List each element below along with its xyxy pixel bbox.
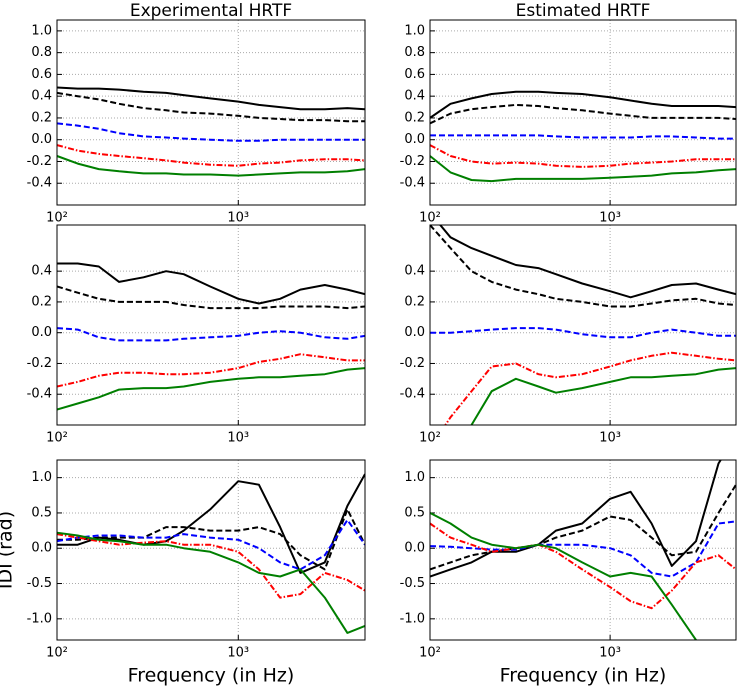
y-axis-label: IDI (rad) xyxy=(0,511,17,589)
series-line xyxy=(430,144,736,168)
y-tick-label: 0.2 xyxy=(404,294,425,309)
series-line xyxy=(430,512,698,640)
series-line xyxy=(469,367,736,425)
series-line xyxy=(57,531,365,634)
series-line xyxy=(438,225,736,299)
series-line xyxy=(57,86,365,111)
y-tick-label: 1.0 xyxy=(404,470,425,485)
y-tick-label: 1.0 xyxy=(404,23,425,38)
series-line xyxy=(444,351,736,425)
y-tick-label: -0.4 xyxy=(400,387,425,402)
panel: -1.0 -0.5 0.0 0.5 1.0 10² 10³ Frequency (in Hz)… xyxy=(0,459,366,686)
x-tick-label: 10² xyxy=(46,646,68,661)
plot-frame xyxy=(56,224,366,426)
y-tick-label: -1.0 xyxy=(400,611,425,626)
x-tick-label: 10² xyxy=(419,431,441,446)
x-tick-label: 10³ xyxy=(227,211,249,226)
y-tick-label: 0.0 xyxy=(404,325,425,340)
series-line xyxy=(430,327,736,339)
y-tick-label: 1.0 xyxy=(31,23,52,38)
y-tick-label: 0.0 xyxy=(404,132,425,147)
series-line xyxy=(57,508,365,571)
series-line xyxy=(57,155,365,177)
y-tick-label: 1.0 xyxy=(31,470,52,485)
series-line xyxy=(430,225,736,308)
panel: -0.4 -0.2 0.0 0.2 0.4 10² 10³ xyxy=(400,224,737,446)
panel-title: Experimental HRTF xyxy=(130,1,292,21)
y-tick-label: 0.4 xyxy=(31,264,52,279)
panel: -1.0 -0.5 0.0 0.5 1.0 10² 10³ Frequency (in Hz) xyxy=(400,459,737,686)
y-tick-label: 0.0 xyxy=(31,541,52,556)
y-tick-label: -0.2 xyxy=(27,356,52,371)
y-tick-label: 0.8 xyxy=(404,45,425,60)
series-line xyxy=(430,90,736,119)
y-tick-label: 0.0 xyxy=(404,541,425,556)
y-tick-label: -0.4 xyxy=(27,387,52,402)
panel: -0.4 -0.2 0.0 0.2 0.4 10² 10³ xyxy=(27,224,366,446)
x-tick-label: 10² xyxy=(46,431,68,446)
y-tick-label: -0.2 xyxy=(400,356,425,371)
y-tick-label: 0.2 xyxy=(404,110,425,125)
series-line xyxy=(430,522,736,610)
x-axis-label: Frequency (in Hz) xyxy=(500,665,667,686)
y-tick-label: 0.2 xyxy=(31,110,52,125)
y-tick-label: 0.6 xyxy=(31,67,52,82)
x-tick-label: 10² xyxy=(419,211,441,226)
y-tick-label: 0.4 xyxy=(404,264,425,279)
y-tick-label: -0.5 xyxy=(400,576,425,591)
plot-frame xyxy=(56,459,366,641)
y-tick-label: -1.0 xyxy=(27,611,52,626)
series-line xyxy=(430,103,736,125)
series-line xyxy=(57,533,365,599)
x-tick-label: 10³ xyxy=(227,646,249,661)
y-tick-label: -0.2 xyxy=(27,154,52,169)
x-tick-label: 10³ xyxy=(227,431,249,446)
y-tick-label: -0.4 xyxy=(27,176,52,191)
series-line xyxy=(430,155,736,183)
series-line xyxy=(57,367,365,411)
y-tick-label: -0.5 xyxy=(27,576,52,591)
plot-frame xyxy=(429,459,737,641)
series-line xyxy=(430,484,736,571)
x-tick-label: 10³ xyxy=(599,431,621,446)
series-line xyxy=(57,262,365,305)
y-tick-label: 0.0 xyxy=(31,325,52,340)
y-tick-label: 0.8 xyxy=(31,45,52,60)
series-line xyxy=(57,122,365,142)
series-line xyxy=(57,353,365,388)
plot-frame xyxy=(429,224,737,426)
x-tick-label: 10² xyxy=(419,646,441,661)
panel-title: Estimated HRTF xyxy=(516,1,651,21)
series-line xyxy=(430,520,736,578)
y-tick-label: 0.4 xyxy=(404,89,425,104)
series-line xyxy=(57,327,365,342)
y-tick-label: 0.0 xyxy=(31,132,52,147)
x-axis-label: Frequency (in Hz) xyxy=(128,665,295,686)
y-tick-label: -0.4 xyxy=(400,176,425,191)
y-tick-label: 0.4 xyxy=(31,89,52,104)
y-tick-label: 0.6 xyxy=(404,67,425,82)
plot-frame xyxy=(56,19,366,206)
panel: -0.4 -0.2 0.0 0.2 0.4 0.6 0.8 1.0 10² 10³ Experime… xyxy=(27,1,366,226)
y-tick-label: 0.2 xyxy=(31,294,52,309)
x-tick-label: 10³ xyxy=(599,211,621,226)
y-tick-label: -0.2 xyxy=(400,154,425,169)
x-tick-label: 10³ xyxy=(599,646,621,661)
series-line xyxy=(57,91,365,123)
panel: -0.4 -0.2 0.0 0.2 0.4 0.6 0.8 1.0 10² 10³ Estimate… xyxy=(400,1,737,226)
y-tick-label: 0.5 xyxy=(404,505,425,520)
series-line xyxy=(57,285,365,310)
y-tick-label: 0.5 xyxy=(31,505,52,520)
plot-frame xyxy=(429,19,737,206)
series-line xyxy=(57,144,365,167)
series-line xyxy=(430,460,722,578)
x-tick-label: 10² xyxy=(46,211,68,226)
series-line xyxy=(57,519,365,571)
series-line xyxy=(430,134,736,140)
